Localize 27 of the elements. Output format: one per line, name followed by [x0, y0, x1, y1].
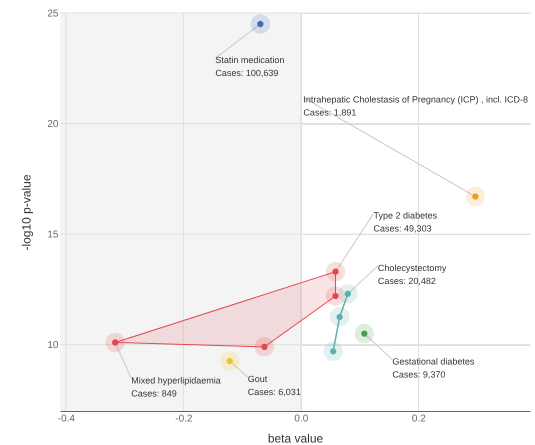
- annotation: Mixed hyperlipidaemia Cases: 849: [131, 375, 221, 398]
- point: [354, 324, 374, 344]
- annotation: Cholecystectomy Cases: 20,482: [378, 262, 447, 286]
- point: [338, 284, 358, 304]
- x-tick-label: 0.0: [294, 414, 309, 424]
- annotation: Gestational diabetes Cases: 9,370: [392, 356, 475, 380]
- annotation: Intrahepatic Cholestasis of Pregnancy (ICP) , incl. ICD-8 Cases: 1,891: [303, 94, 528, 118]
- x-tick-label: -0.2: [175, 414, 193, 424]
- y-tick-label: 10: [47, 340, 59, 352]
- point: [323, 342, 343, 362]
- y-tick-label: 15: [47, 230, 59, 241]
- y-tick-label: 25: [47, 8, 59, 20]
- point: [220, 351, 240, 371]
- annotation: Type 2 diabetes Cases: 49,303: [374, 210, 438, 234]
- x-tick-label: 0.2: [412, 414, 426, 424]
- point: [254, 337, 274, 357]
- point: [330, 307, 350, 327]
- annotation: Gout Cases: 6,031: [248, 374, 301, 398]
- point: [466, 186, 486, 206]
- x-tick-label: -0.4: [58, 414, 76, 424]
- annotation: Statin medication Cases: 100,639: [215, 55, 284, 78]
- point: [105, 332, 125, 352]
- point: [326, 262, 346, 282]
- y-axis-title: -log10 p-value: [19, 174, 34, 251]
- point: [250, 14, 270, 34]
- x-axis-title: beta value: [268, 432, 324, 445]
- y-tick-label: 20: [47, 119, 59, 130]
